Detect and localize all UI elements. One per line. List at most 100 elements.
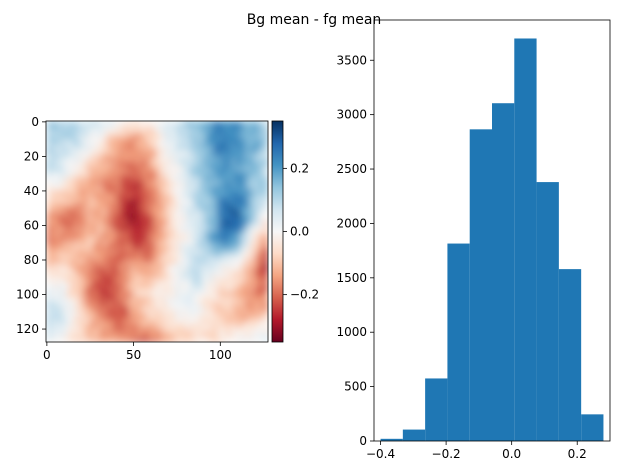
heatmap-cell — [87, 199, 93, 205]
heatmap-cell — [184, 328, 190, 334]
heatmap-cell — [207, 226, 214, 233]
heatmap-cell — [143, 300, 149, 306]
heatmap-cell — [258, 139, 264, 145]
heatmap-cell — [46, 272, 52, 279]
heatmap-cell — [73, 268, 79, 274]
heatmap-cell — [207, 208, 214, 214]
heatmap-cell — [92, 180, 98, 187]
heatmap-cell — [115, 134, 121, 141]
heatmap-cell — [73, 203, 79, 210]
heatmap-cell — [129, 217, 135, 223]
heatmap-cell — [69, 153, 75, 159]
heatmap-cell — [249, 263, 255, 269]
heatmap-cell — [194, 337, 200, 342]
heatmap-cell — [194, 171, 200, 177]
heatmap-cell — [92, 268, 98, 274]
heatmap-cell — [69, 231, 75, 237]
heatmap-cell — [231, 249, 237, 256]
heatmap-cell — [240, 130, 246, 136]
heatmap-cell — [143, 217, 149, 223]
heatmap-cell — [73, 134, 79, 141]
heatmap-cell — [64, 263, 70, 269]
heatmap-cell — [240, 222, 246, 228]
heatmap-cell — [129, 180, 135, 187]
heatmap-cell — [59, 245, 66, 251]
heatmap-cell — [161, 148, 167, 154]
heatmap-cell — [217, 328, 223, 334]
heatmap-cell — [203, 268, 209, 274]
heatmap-cell — [55, 323, 61, 329]
heatmap-cell — [83, 240, 89, 246]
heatmap-cell — [143, 277, 149, 283]
heatmap-cell — [240, 208, 246, 214]
heatmap-cell — [64, 245, 70, 251]
heatmap-cell — [83, 203, 89, 210]
heatmap-cell — [78, 323, 84, 329]
heatmap-cell — [258, 245, 264, 251]
heatmap-cell — [96, 148, 103, 154]
heatmap-cell — [69, 194, 75, 200]
heatmap-cell — [221, 268, 227, 274]
heatmap-cell — [189, 249, 195, 256]
heatmap-cell — [226, 277, 232, 283]
heatmap-cell — [157, 162, 163, 168]
heatmap-cell — [180, 245, 186, 251]
heatmap-cell — [115, 337, 121, 342]
heatmap-cell — [166, 254, 172, 260]
heatmap-cell — [78, 295, 84, 302]
heatmap-cell — [189, 305, 195, 311]
heatmap-cell — [249, 236, 255, 242]
heatmap-cell — [106, 139, 112, 145]
heatmap-cell — [83, 286, 89, 292]
heatmap-cell — [124, 240, 130, 246]
heatmap-cell — [87, 272, 93, 279]
heatmap-cell — [226, 190, 232, 196]
heatmap-cell — [138, 217, 144, 223]
heatmap-cell — [124, 125, 130, 131]
heatmap-cell — [46, 268, 52, 274]
heatmap-cell — [203, 180, 209, 187]
heatmap-cell — [235, 185, 241, 191]
heatmap-cell — [110, 245, 116, 251]
heatmap-cell — [46, 295, 52, 302]
heatmap-cell — [50, 305, 56, 311]
heatmap-cell — [161, 185, 167, 191]
heatmap-cell — [184, 125, 190, 131]
heatmap-cell — [203, 295, 209, 302]
heatmap-cell — [50, 171, 56, 177]
heatmap-cell — [138, 314, 144, 320]
heatmap-cell — [221, 134, 227, 141]
heatmap-cell — [198, 300, 204, 306]
heatmap-cell — [115, 222, 121, 228]
heatmap-cell — [157, 259, 163, 265]
heatmap-cell — [226, 176, 232, 182]
heatmap-cell — [78, 305, 84, 311]
heatmap-cell — [203, 194, 209, 200]
heatmap-cell — [46, 226, 52, 233]
heatmap-cell — [157, 185, 163, 191]
heatmap-cell — [189, 277, 195, 283]
heatmap-cell — [198, 194, 204, 200]
heatmap-cell — [138, 259, 144, 265]
heatmap-cell — [69, 318, 75, 325]
heatmap-cell — [50, 282, 56, 288]
heatmap-cell — [263, 282, 268, 288]
heatmap-cell — [170, 148, 177, 154]
heatmap-cell — [124, 171, 130, 177]
heatmap-cell — [78, 254, 84, 260]
heatmap-cell — [184, 185, 190, 191]
heatmap-cell — [180, 144, 186, 150]
heatmap-cell — [129, 222, 135, 228]
heatmap-cell — [152, 194, 158, 200]
heatmap-cell — [124, 305, 130, 311]
heatmap-cell — [198, 277, 204, 283]
heatmap-cell — [258, 337, 264, 342]
heatmap-cell — [258, 272, 264, 279]
heatmap-cell — [124, 268, 130, 274]
heatmap-cell — [138, 249, 144, 256]
heatmap-cell — [235, 295, 241, 302]
heatmap-cell — [263, 125, 268, 131]
heatmap-cell — [87, 176, 93, 182]
heatmap-cell — [189, 134, 195, 141]
heatmap-cell — [184, 199, 190, 205]
